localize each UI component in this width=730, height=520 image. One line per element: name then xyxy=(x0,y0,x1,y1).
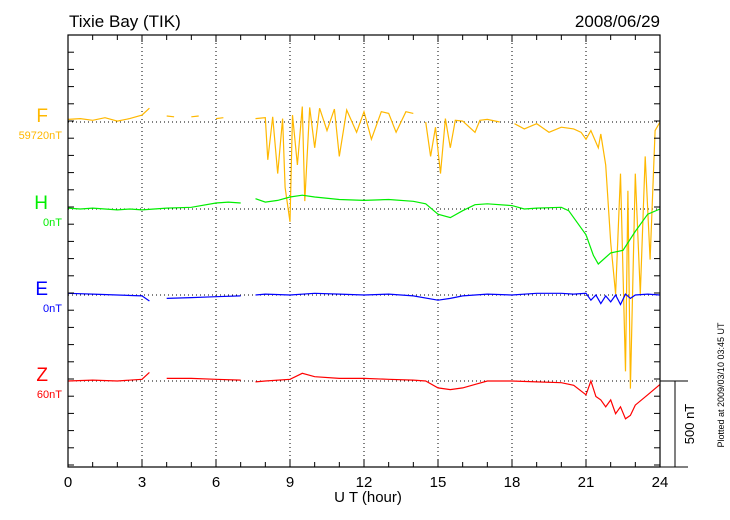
x-tick-label: 21 xyxy=(578,474,595,491)
series-line-z xyxy=(67,371,661,420)
series-line-e xyxy=(67,292,661,306)
series-baseline-h: 0nT xyxy=(43,217,62,229)
series-line-f xyxy=(67,106,661,389)
scale-bar-label: 500 nT xyxy=(682,404,697,445)
plotted-timestamp: Plotted at 2009/03/10 03:45 UT xyxy=(716,322,726,448)
series-name-f: F xyxy=(36,106,48,127)
x-tick-label: 3 xyxy=(138,474,146,491)
scale-bar: 500 nT xyxy=(660,380,697,468)
series-name-h: H xyxy=(34,193,48,214)
x-tick-label: 9 xyxy=(286,474,294,491)
x-tick-label: 15 xyxy=(430,474,447,491)
chart-date: 2008/06/29 xyxy=(575,12,660,31)
x-tick-label: 12 xyxy=(356,474,373,491)
axes: 0 3 6 9 12 15 18 21 24 xyxy=(64,34,669,491)
x-tick-label: 6 xyxy=(212,474,220,491)
x-tick-label: 24 xyxy=(652,474,669,491)
x-tick-label: 0 xyxy=(64,474,72,491)
x-tick-label: 18 xyxy=(504,474,521,491)
series-baseline-z: 60nT xyxy=(37,389,62,401)
x-axis-label: U T (hour) xyxy=(334,489,402,506)
series-layer xyxy=(67,106,661,420)
grid xyxy=(68,35,660,467)
chart-title: Tixie Bay (TIK) xyxy=(69,12,181,31)
series-baseline-f: 59720nT xyxy=(19,130,63,142)
series-baseline-e: 0nT xyxy=(43,303,62,315)
series-line-h xyxy=(67,194,661,265)
series-labels: F 59720nT H 0nT E 0nT Z 60nT xyxy=(19,106,63,401)
series-name-z: Z xyxy=(36,365,48,386)
series-name-e: E xyxy=(35,279,48,300)
